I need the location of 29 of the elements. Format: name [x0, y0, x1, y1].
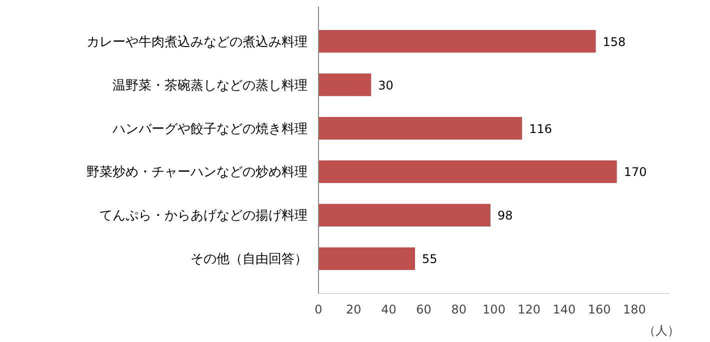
bar	[318, 160, 617, 184]
x-tick-label: 140	[552, 302, 576, 316]
y-tick-label: 野菜炒め・チャーハンなどの炒め料理	[86, 164, 308, 180]
data-label: 55	[422, 252, 438, 266]
x-tick-label: 0	[314, 302, 322, 316]
x-tick-label: 40	[381, 302, 396, 316]
x-axis-title: （人）	[644, 324, 680, 338]
data-label: 170	[624, 165, 647, 180]
bar	[318, 116, 522, 140]
y-tick-label: その他（自由回答）	[190, 251, 308, 266]
bar	[318, 73, 372, 96]
data-label: 30	[378, 78, 394, 92]
y-tick-label: てんぷら・からあげなどの揚げ料理	[100, 208, 308, 223]
x-tick-label: 160	[588, 302, 611, 316]
x-tick-label: 180	[622, 302, 646, 316]
bar	[318, 30, 596, 53]
x-tick-label: 100	[482, 302, 506, 316]
x-tick-label: 20	[346, 302, 362, 316]
x-tick-label: 60	[416, 302, 432, 316]
data-label: 158	[602, 34, 626, 49]
x-tick-label: 80	[451, 302, 467, 316]
data-label: 116	[529, 122, 552, 136]
x-tick-label: 120	[518, 302, 541, 316]
bar	[318, 204, 490, 227]
y-tick-label: カレーや牛肉煮込みなどの煮込み料理	[86, 34, 308, 49]
data-label: 98	[497, 208, 513, 223]
y-tick-label: ハンバーグや餃子などの焼き料理	[112, 120, 308, 136]
y-tick-label: 温野菜・茶碗蒸しなどの蒸し料理	[112, 77, 308, 92]
bar	[318, 247, 416, 270]
